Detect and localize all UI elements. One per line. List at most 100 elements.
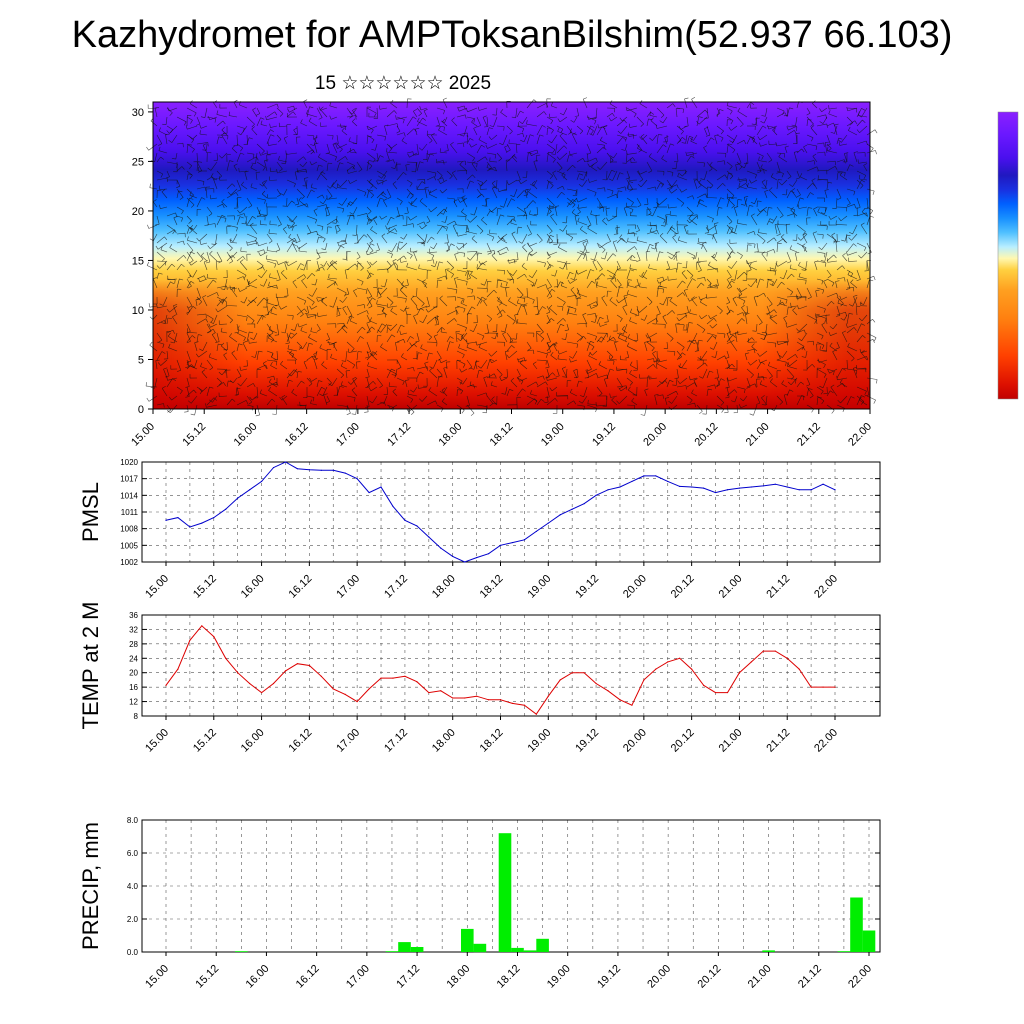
wind-barb-flag <box>191 139 195 143</box>
wind-barb-flag <box>690 275 694 279</box>
wind-barb-flag <box>741 318 745 322</box>
wind-barb-flag <box>630 255 632 260</box>
wind-barb <box>698 260 708 262</box>
wind-barb-flag <box>690 155 695 159</box>
wind-barb <box>396 197 403 202</box>
wind-barb-flag <box>567 308 570 313</box>
wind-barb-flag <box>388 249 392 253</box>
wind-barb-flag <box>795 252 800 254</box>
wind-barb-flag <box>328 382 332 386</box>
wind-barb <box>196 116 201 125</box>
wind-barb <box>636 251 641 261</box>
wind-barb <box>627 241 638 244</box>
wind-barb <box>826 165 836 172</box>
wind-barb <box>252 109 258 118</box>
wind-barb <box>626 152 628 164</box>
wind-barb-flag <box>629 181 634 183</box>
wind-barb <box>826 160 836 163</box>
wind-barb <box>296 233 301 242</box>
wind-barb <box>216 285 227 289</box>
wind-barb <box>796 101 799 109</box>
wind-barb-flag <box>850 396 855 399</box>
wind-barb <box>549 116 558 118</box>
wind-barb-flag <box>697 238 700 243</box>
wind-barb <box>276 161 283 170</box>
wind-barb-flag <box>418 352 423 354</box>
wind-barb <box>165 134 168 145</box>
wind-barb-flag <box>463 142 465 147</box>
wind-barb-flag <box>470 213 475 216</box>
wind-barb <box>366 125 374 131</box>
wind-barb <box>526 152 529 163</box>
wind-barb-flag <box>860 222 865 226</box>
wind-barb-flag <box>545 284 548 289</box>
wind-barb-flag <box>550 102 553 107</box>
wind-barb <box>815 290 818 298</box>
wind-barb-flag <box>856 370 858 375</box>
wind-barb-flag <box>613 240 617 243</box>
wind-barb-flag <box>774 223 780 225</box>
wind-barb <box>646 318 657 325</box>
wind-barb-flag <box>634 246 637 250</box>
wind-barb-flag <box>273 306 277 310</box>
wind-barb <box>206 206 213 214</box>
wind-barb <box>366 243 371 253</box>
wind-barb <box>424 233 428 245</box>
wind-barb-flag <box>394 373 397 378</box>
wind-barb-flag <box>552 372 556 376</box>
wind-barb <box>346 161 355 166</box>
wind-barb <box>726 332 731 343</box>
wind-barb <box>618 337 628 343</box>
wind-barb-flag <box>532 200 537 204</box>
wind-barb-flag <box>769 266 771 272</box>
wind-barb <box>216 215 227 219</box>
wind-barb-flag <box>525 188 530 191</box>
wind-barb-flag <box>861 323 866 326</box>
wind-barb <box>278 260 288 265</box>
wind-barb-flag <box>311 301 315 306</box>
wind-barb-flag <box>380 285 385 288</box>
wind-barb <box>196 313 207 316</box>
wind-barb-flag <box>400 285 405 290</box>
wind-barb <box>828 113 838 118</box>
wind-barb <box>696 323 706 330</box>
wind-barb <box>646 197 649 205</box>
wind-barb <box>329 262 338 271</box>
wind-barb-flag <box>168 396 172 401</box>
wind-barb-flag <box>200 362 203 367</box>
wind-barb-flag <box>615 226 620 229</box>
wind-barb-flag <box>297 371 302 373</box>
wind-barb-flag <box>248 205 253 208</box>
wind-barb <box>816 233 824 235</box>
wind-barb-flag <box>769 218 774 221</box>
wind-barb <box>294 171 298 181</box>
wind-barb <box>277 170 288 174</box>
wind-barb-flag <box>506 149 511 153</box>
wind-barb <box>756 332 766 336</box>
wind-barb-flag <box>298 197 302 201</box>
wind-barb <box>288 224 298 229</box>
wind-barb <box>686 341 692 352</box>
wind-barb-flag <box>616 366 618 371</box>
wind-barb-flag <box>347 202 351 206</box>
wind-barb <box>606 269 616 276</box>
wind-barb <box>406 278 409 286</box>
wind-barb-flag <box>300 119 303 124</box>
wind-barb-flag <box>655 318 659 323</box>
wind-barb <box>726 226 731 235</box>
wind-barb-flag <box>367 266 372 269</box>
wind-barb <box>776 224 781 235</box>
wind-barb-flag <box>326 185 331 189</box>
wind-barb <box>166 161 178 165</box>
heatmap-x-tick-label: 16.00 <box>232 421 260 449</box>
wind-barb-flag <box>724 174 728 179</box>
wind-barb-flag <box>231 286 235 290</box>
wind-barb-flag <box>616 299 619 304</box>
wind-barb <box>798 305 808 310</box>
wind-barb-flag <box>376 300 378 305</box>
wind-barb <box>326 332 331 340</box>
wind-barb <box>656 182 661 190</box>
wind-barb <box>368 181 378 190</box>
wind-barb-flag <box>303 360 308 363</box>
wind-barb-flag <box>785 323 788 328</box>
